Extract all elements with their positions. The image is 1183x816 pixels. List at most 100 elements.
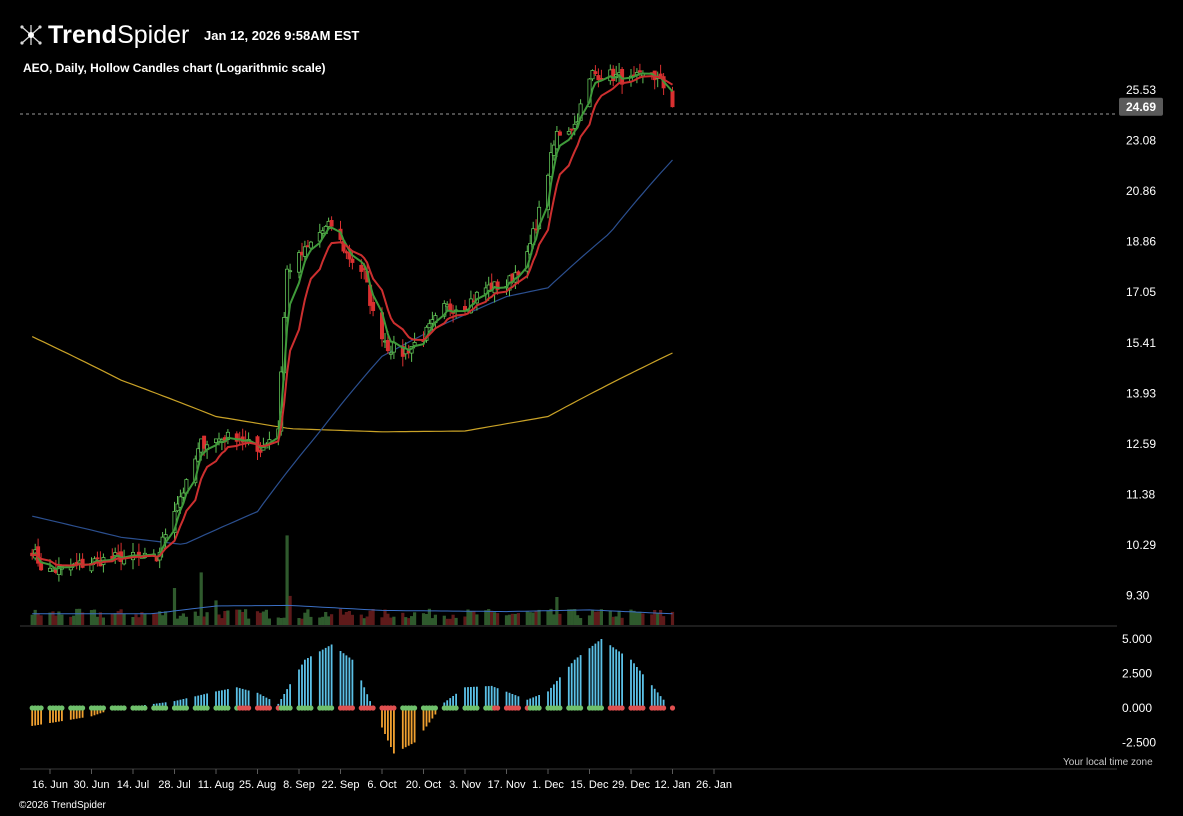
volume-bar bbox=[413, 612, 417, 625]
volume-bar bbox=[442, 615, 446, 625]
candle-body bbox=[48, 567, 53, 572]
candle-body bbox=[549, 152, 554, 177]
volume-bar bbox=[525, 611, 529, 625]
volume-bar bbox=[670, 611, 675, 625]
volume-bar bbox=[427, 608, 431, 625]
last-price-label: 24.69 bbox=[1126, 100, 1156, 114]
volume-bar bbox=[611, 616, 615, 625]
volume-bar bbox=[48, 612, 52, 625]
timestamp: Jan 12, 2026 9:58AM EST bbox=[204, 28, 360, 43]
copyright: ©2026 TrendSpider bbox=[19, 800, 106, 811]
candle-body bbox=[596, 75, 601, 81]
oscillator-dot bbox=[661, 705, 667, 711]
volume-bar bbox=[140, 612, 144, 625]
volume-bar bbox=[389, 617, 393, 625]
candle-body bbox=[557, 131, 562, 136]
volume-bar bbox=[306, 609, 310, 625]
volume-bar bbox=[596, 611, 600, 625]
volume-bar bbox=[98, 612, 102, 625]
volume-bar bbox=[244, 609, 248, 625]
volume-bar bbox=[659, 610, 663, 625]
x-axis-tick-label: 26. Jan bbox=[696, 779, 732, 791]
oscillator-dot bbox=[391, 705, 397, 711]
oscillator-dot bbox=[598, 705, 605, 711]
volume-bar bbox=[75, 608, 79, 625]
volume-bar bbox=[344, 612, 348, 625]
volume-bar bbox=[383, 609, 387, 625]
volume-bar bbox=[656, 613, 660, 625]
volume-bar bbox=[576, 615, 580, 625]
volume-bar bbox=[110, 613, 114, 625]
volume-bar bbox=[638, 611, 642, 625]
volume-bar bbox=[116, 611, 120, 625]
volume-bar bbox=[590, 609, 595, 625]
volume-bar bbox=[297, 618, 301, 625]
x-axis-tick-label: 25. Aug bbox=[239, 779, 276, 791]
volume-bar bbox=[593, 611, 597, 625]
x-axis-tick-label: 29. Dec bbox=[612, 779, 650, 791]
volume-bar bbox=[285, 535, 289, 625]
y-axis-tick-label: 11.38 bbox=[1126, 488, 1155, 502]
oscillator-dot bbox=[163, 705, 169, 711]
oscillator-tick-label: 2.500 bbox=[1122, 667, 1152, 681]
oscillator-tick-label: 5.000 bbox=[1122, 632, 1152, 646]
candle-body bbox=[258, 449, 263, 453]
volume-bar bbox=[516, 613, 520, 625]
brand-name-bold: Trend bbox=[48, 20, 118, 49]
volume-bar bbox=[330, 614, 334, 625]
x-axis-tick-label: 22. Sep bbox=[322, 779, 360, 791]
volume-bar bbox=[558, 613, 562, 625]
volume-bar bbox=[324, 612, 328, 625]
oscillator-dot bbox=[370, 705, 376, 711]
candle-body bbox=[637, 70, 642, 73]
volume-bar bbox=[338, 608, 343, 625]
volume-bar bbox=[368, 610, 372, 625]
volume-bar bbox=[350, 614, 354, 625]
volume-bar bbox=[158, 611, 162, 625]
oscillator-dot bbox=[515, 705, 522, 711]
oscillator-dot bbox=[669, 705, 676, 711]
volume-bar bbox=[238, 609, 242, 625]
volume-bar bbox=[69, 616, 73, 625]
volume-bar bbox=[255, 611, 260, 625]
volume-bar bbox=[137, 617, 141, 625]
oscillator-dot bbox=[536, 705, 542, 711]
volume-bar bbox=[507, 614, 512, 625]
candle-body bbox=[566, 130, 571, 135]
candle-body bbox=[296, 252, 301, 273]
volume-bar bbox=[424, 614, 429, 625]
volume-bar bbox=[484, 610, 488, 625]
volume-bar bbox=[119, 609, 123, 625]
y-axis-tick-label: 17.05 bbox=[1126, 285, 1156, 299]
volume-bar bbox=[279, 618, 283, 625]
volume-bar bbox=[513, 613, 517, 625]
volume-bar bbox=[175, 618, 180, 625]
candle-body bbox=[302, 246, 307, 257]
volume-bar bbox=[632, 610, 636, 625]
volume-bar bbox=[365, 616, 369, 625]
volume-bar bbox=[30, 614, 34, 625]
oscillator-dot bbox=[266, 705, 272, 711]
y-axis-tick-label: 18.86 bbox=[1126, 235, 1156, 249]
candle-body bbox=[495, 281, 500, 290]
volume-bar bbox=[421, 613, 426, 625]
volume-bar bbox=[184, 616, 188, 625]
oscillator-dot bbox=[640, 705, 646, 711]
volume-bar bbox=[570, 609, 574, 625]
volume-bar bbox=[546, 610, 550, 625]
volume-bar bbox=[490, 610, 494, 625]
candle-body bbox=[234, 433, 239, 442]
volume-bar bbox=[347, 611, 351, 625]
volume-bar bbox=[635, 612, 639, 625]
volume-bar bbox=[617, 610, 621, 625]
candle-body bbox=[427, 323, 432, 329]
oscillator-dot bbox=[412, 705, 418, 711]
volume-bar bbox=[475, 614, 479, 625]
volume-bar bbox=[164, 611, 168, 625]
oscillator-dot bbox=[80, 705, 86, 711]
volume-bar bbox=[504, 615, 509, 625]
volume-bar bbox=[599, 609, 603, 625]
volume-bar bbox=[531, 612, 535, 625]
volume-bar bbox=[113, 613, 117, 625]
